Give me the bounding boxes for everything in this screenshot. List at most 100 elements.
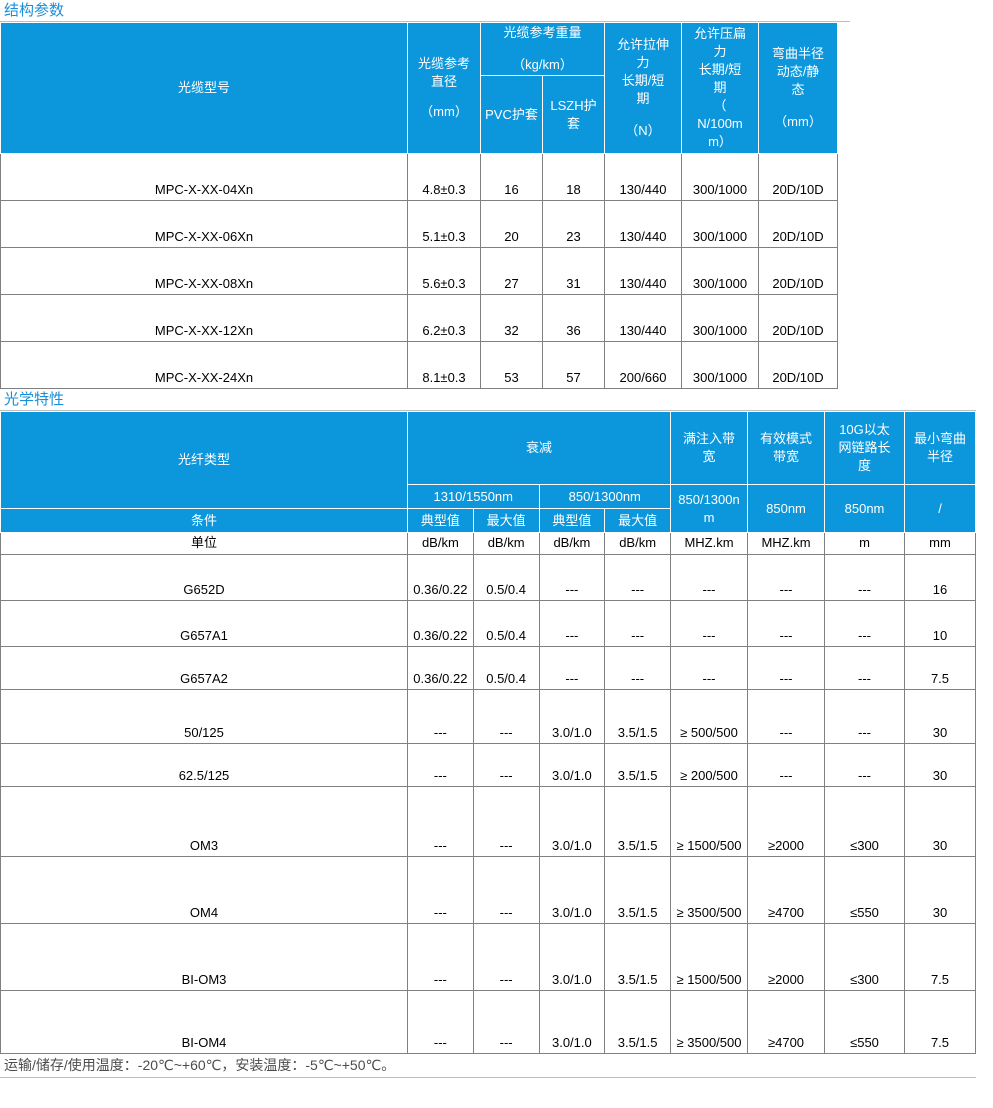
cell-att_1310_max: ---: [472, 990, 540, 1054]
header-crush-line1: 允许压扁: [693, 26, 746, 41]
cell-att_850_max: ---: [604, 554, 671, 601]
cell-emb: ---: [747, 689, 825, 744]
cell-link: ≤300: [824, 923, 905, 991]
cell-fiber: 62.5/125: [0, 743, 408, 787]
table-row: MPC-X-XX-06Xn 5.1±0.3 20 23 130/440 300/1000 2…: [0, 200, 838, 248]
cell-fiber: BI-OM3: [0, 923, 408, 991]
header-max-1310: 最大值: [472, 508, 540, 533]
optical-characteristics-table: 光纤类型 衰减 满注入带 宽 有效模式 带宽 10G以太 网链路长 度: [0, 411, 976, 1054]
cell-att_1310_max: 0.5/0.4: [472, 554, 540, 601]
header-weight-pvc: PVC护套: [480, 75, 543, 154]
cell-att_1310_max: 0.5/0.4: [472, 600, 540, 647]
cell-minbend: 30: [904, 743, 976, 787]
cell-att_850_max: 3.5/1.5: [604, 743, 671, 787]
header-crush-unit1: （: [713, 98, 727, 113]
header-typ-850: 典型值: [538, 508, 606, 533]
cell-ofl_bw: ---: [670, 600, 748, 647]
header-weight-name: 光缆参考重量: [503, 25, 582, 40]
cell-crush: 300/1000: [681, 294, 759, 342]
header-weight-lszh: LSZH护 套: [542, 75, 605, 154]
unit-cell: dB/km: [407, 532, 474, 555]
header-weight-unit: （kg/km）: [512, 57, 573, 72]
optical-table-body: G652D 0.36/0.22 0.5/0.4 --- --- --- --- --- 16 G6…: [0, 554, 976, 1054]
header-tensile-line1: 允许拉伸: [616, 37, 669, 52]
header-emb-line2: 带宽: [772, 449, 799, 464]
unit-cell: MHZ.km: [747, 532, 825, 555]
cell-minbend: 30: [904, 786, 976, 857]
optical-units-row: 单位 dB/km dB/km dB/km dB/km MHZ.km MHZ.km…: [0, 532, 976, 555]
table-row: MPC-X-XX-04Xn 4.8±0.3 16 18 130/440 300/1000 2…: [0, 153, 838, 201]
header-weight-lszh-line2: 套: [566, 115, 580, 131]
cell-link: ---: [824, 689, 905, 744]
cell-weight_lszh: 57: [542, 341, 605, 389]
cell-att_850_max: 3.5/1.5: [604, 923, 671, 991]
table-row: OM3 --- --- 3.0/1.0 3.5/1.5 ≥ 1500/500 ≥2000 ≤3…: [0, 786, 976, 857]
cell-att_1310_typ: ---: [407, 689, 474, 744]
cell-att_1310_typ: ---: [407, 990, 474, 1054]
table-row: 62.5/125 --- --- 3.0/1.0 3.5/1.5 ≥ 200/500 ---…: [0, 743, 976, 787]
header-crush-line3: 长期/短: [698, 62, 742, 77]
title-rule-optical: [0, 410, 976, 411]
table-row: MPC-X-XX-24Xn 8.1±0.3 53 57 200/660 300/1000 2…: [0, 341, 838, 389]
header-crush-unit3: m）: [708, 134, 732, 149]
header-cable-diameter: 光缆参考 直径 （mm）: [407, 22, 481, 154]
cell-link: ---: [824, 743, 905, 787]
header-fiber-type: 光纤类型: [0, 411, 408, 509]
cell-att_850_max: ---: [604, 646, 671, 690]
header-bend-line1: 弯曲半径: [771, 46, 824, 61]
cell-att_1310_max: ---: [472, 786, 540, 857]
structure-parameters-table: 光缆型号 光缆参考 直径 （mm） 光缆参考重量 （kg/km） 允许拉伸 力 …: [0, 22, 838, 389]
cell-crush: 300/1000: [681, 341, 759, 389]
header-bend-line2: 动态/静: [776, 64, 820, 79]
cell-diameter: 5.1±0.3: [407, 200, 481, 248]
cell-bend: 20D/10D: [758, 247, 838, 295]
cell-diameter: 6.2±0.3: [407, 294, 481, 342]
cell-fiber: G657A2: [0, 646, 408, 690]
cell-att_850_typ: 3.0/1.0: [538, 689, 606, 744]
cell-att_1310_max: 0.5/0.4: [472, 646, 540, 690]
cell-emb: ≥2000: [747, 923, 825, 991]
cell-ofl_bw: ≥ 3500/500: [670, 856, 748, 924]
cell-crush: 300/1000: [681, 153, 759, 201]
cell-diameter: 5.6±0.3: [407, 247, 481, 295]
cell-att_1310_typ: 0.36/0.22: [407, 554, 474, 601]
units-label: 单位: [0, 532, 408, 555]
unit-cell: dB/km: [538, 532, 606, 555]
section-optical: 光学特性 光纤类型 衰减 满注入带 宽 有效模式 带宽 10G以太: [0, 389, 993, 1054]
table-row: MPC-X-XX-12Xn 6.2±0.3 32 36 130/440 300/1000 2…: [0, 294, 838, 342]
cell-minbend: 16: [904, 554, 976, 601]
unit-cell: m: [824, 532, 905, 555]
cell-tensile: 130/440: [604, 294, 682, 342]
cell-att_1310_typ: ---: [407, 923, 474, 991]
cell-model: MPC-X-XX-12Xn: [0, 294, 408, 342]
table-row: BI-OM3 --- --- 3.0/1.0 3.5/1.5 ≥ 1500/500 ≥200…: [0, 923, 976, 991]
cell-emb: ≥4700: [747, 990, 825, 1054]
header-cable-weight: 光缆参考重量 （kg/km）: [480, 22, 605, 76]
optical-header-row-3: 条件 典型值 最大值 典型值 最大值: [0, 508, 976, 533]
cell-att_850_max: 3.5/1.5: [604, 990, 671, 1054]
cell-weight_pvc: 27: [480, 247, 543, 295]
header-condition: 条件: [0, 508, 408, 533]
header-emb-condition: 850nm: [747, 484, 825, 533]
cell-weight_pvc: 20: [480, 200, 543, 248]
header-wavelength-1310-1550: 1310/1550nm: [407, 484, 540, 509]
cell-att_850_max: ---: [604, 600, 671, 647]
header-diameter-line2: 直径: [430, 74, 457, 89]
header-tensile-line3: 长期/短: [621, 73, 665, 88]
header-ofl-line1: 满注入带: [682, 431, 735, 446]
cell-fiber: OM3: [0, 786, 408, 857]
cell-weight_pvc: 16: [480, 153, 543, 201]
section-title-optical: 光学特性: [4, 391, 65, 408]
table-header-subrow: PVC护套 LSZH护 套: [1, 75, 838, 154]
cell-diameter: 8.1±0.3: [407, 341, 481, 389]
header-tensile-unit: （N）: [625, 123, 661, 138]
header-minbend-line1: 最小弯曲: [913, 431, 966, 446]
structure-table-body: MPC-X-XX-04Xn 4.8±0.3 16 18 130/440 300/1000 2…: [0, 153, 838, 389]
cell-ofl_bw: ≥ 3500/500: [670, 990, 748, 1054]
cell-emb: ---: [747, 646, 825, 690]
table-row: G657A2 0.36/0.22 0.5/0.4 --- --- --- --- --- 7.5: [0, 646, 976, 690]
header-link-line3: 度: [857, 458, 871, 473]
header-tensile-line4: 期: [636, 91, 650, 106]
header-min-bend-radius: 最小弯曲 半径: [904, 411, 976, 485]
cell-tensile: 130/440: [604, 200, 682, 248]
